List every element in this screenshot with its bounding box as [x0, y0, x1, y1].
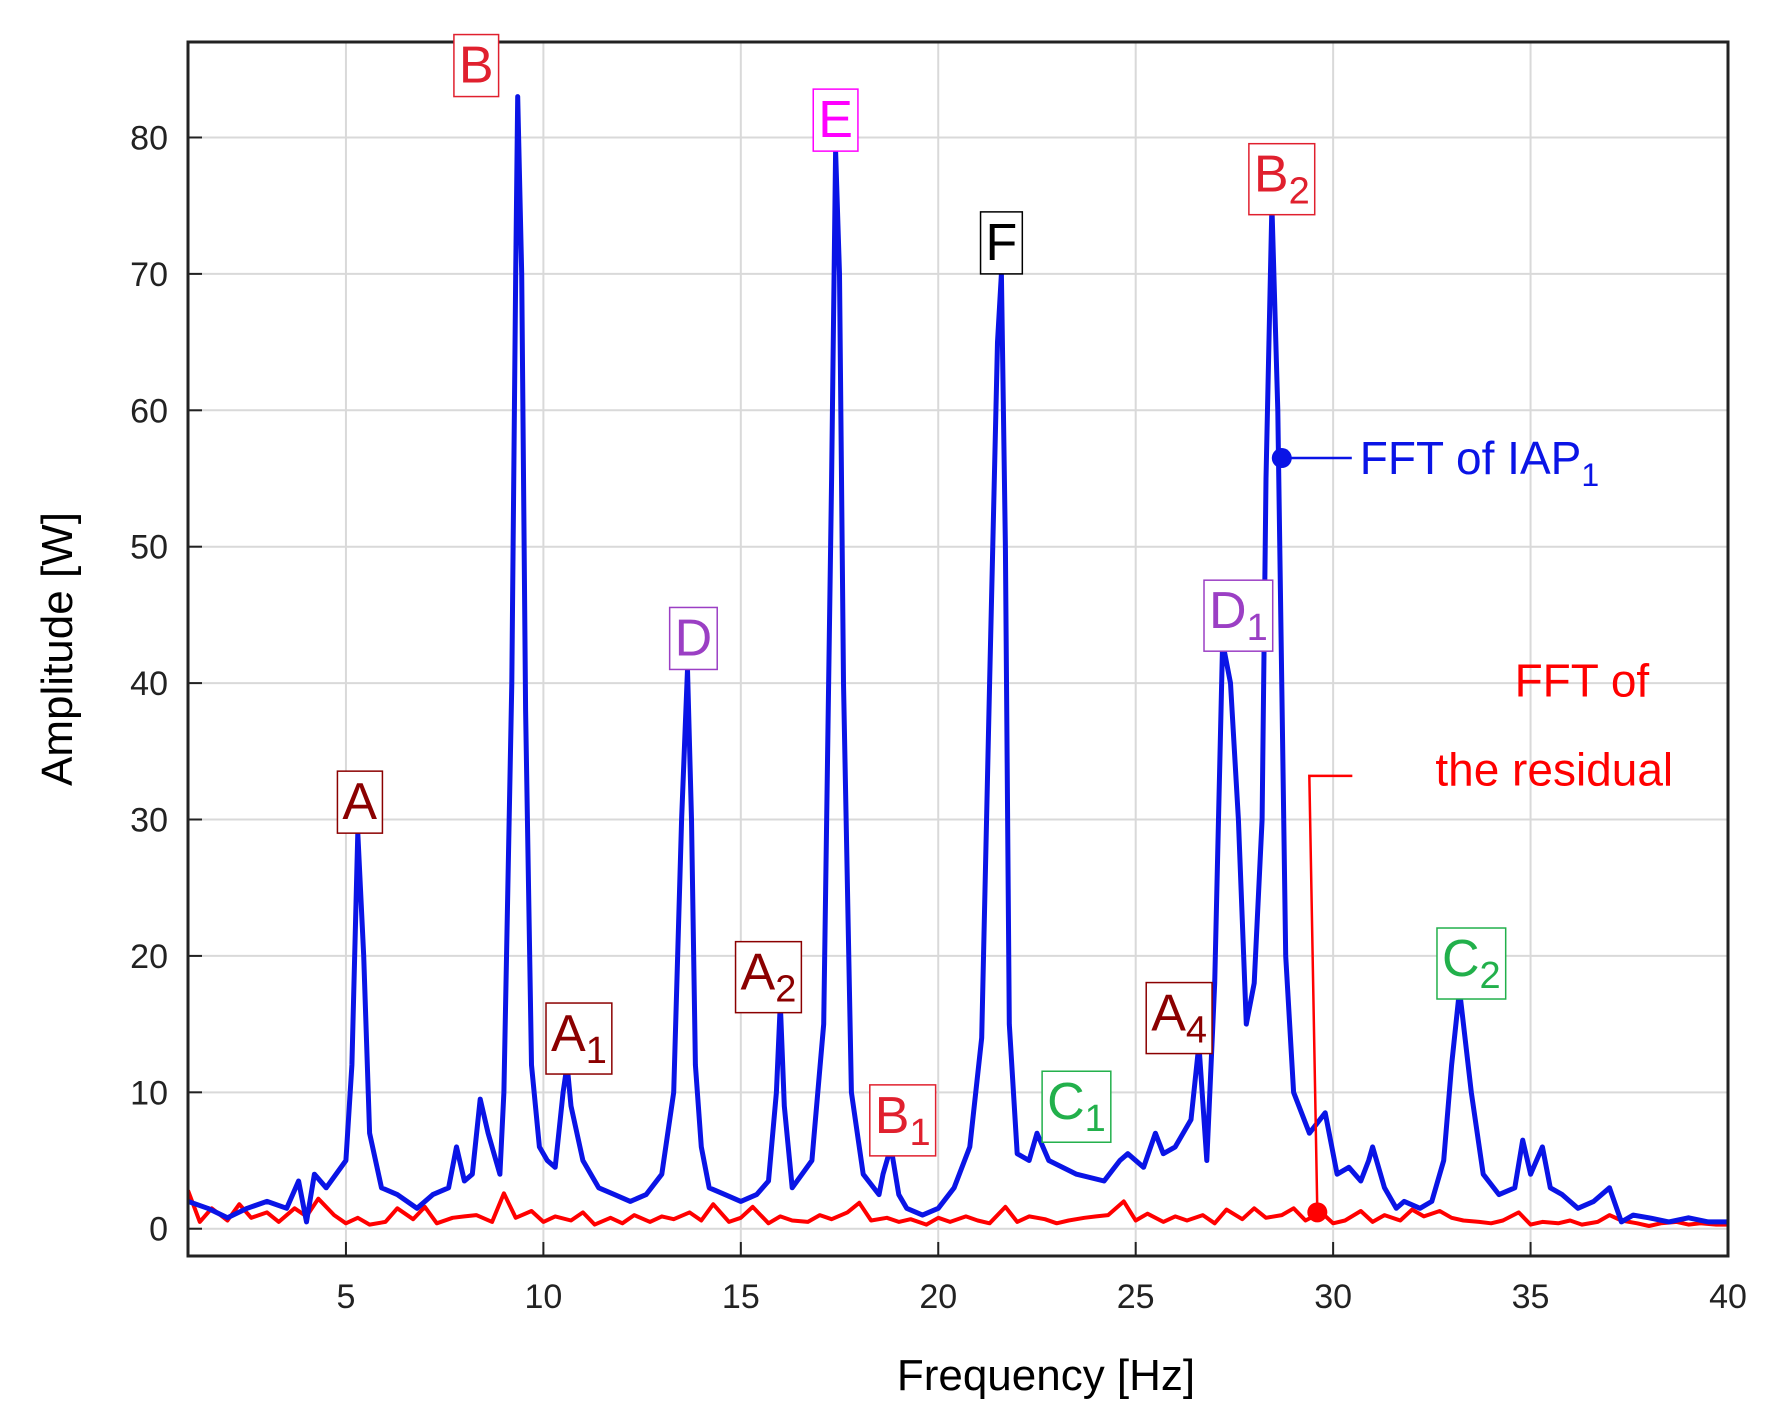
peak-label-main: B	[875, 1087, 910, 1145]
peak-label-main: A	[1151, 985, 1186, 1043]
peak-label-subscript: 1	[1085, 1098, 1106, 1140]
series-label-residual-line1: FFT of	[1515, 655, 1650, 707]
x-tick-label: 40	[1709, 1278, 1747, 1316]
series-label-residual-line2: the residual	[1435, 743, 1673, 795]
peak-label-text: B2	[1254, 146, 1310, 213]
peak-label-subscript: 1	[1247, 607, 1268, 649]
peak-label-box	[1041, 1070, 1112, 1143]
y-tick-label: 0	[149, 1211, 168, 1249]
peak-label-text: B1	[875, 1087, 931, 1154]
y-tick-label: 40	[130, 665, 168, 703]
x-tick-label: 30	[1314, 1278, 1352, 1316]
peak-label: B	[453, 33, 500, 98]
peak-label-main: C	[1047, 1073, 1085, 1131]
peak-label-box	[812, 88, 859, 152]
peak-label-box	[545, 1002, 613, 1075]
peak-label-main: B	[459, 37, 494, 95]
peak-label-box	[668, 606, 718, 671]
y-tick-label: 20	[130, 938, 168, 976]
peak-label-subscript: 4	[1186, 1010, 1207, 1052]
x-axis-title: Frequency [Hz]	[897, 1351, 1195, 1400]
peak-label: A	[336, 770, 384, 834]
peak-label: B2	[1248, 142, 1316, 216]
peak-label-main: C	[1442, 930, 1480, 988]
series-line-fft-residual	[188, 1189, 1728, 1228]
peak-label-box	[734, 940, 803, 1014]
peak-label-box	[869, 1084, 937, 1157]
y-axis-title: Amplitude [W]	[33, 512, 82, 786]
y-tick-label: 30	[130, 802, 168, 840]
peak-label-text: D1	[1209, 582, 1268, 649]
peak-label-main: A	[342, 773, 377, 831]
peak-label-subscript: 2	[1289, 171, 1310, 213]
plot-frame	[186, 40, 1730, 1258]
x-tick-label: 25	[1117, 1278, 1155, 1316]
peak-label-main: A	[741, 944, 776, 1002]
peak-label: A1	[545, 1002, 613, 1075]
peak-label-box	[1145, 981, 1213, 1055]
series-line-fft-iap1	[188, 94, 1728, 1225]
grid	[188, 42, 1729, 1256]
peak-label-main: E	[818, 91, 853, 149]
peak-label-text: C1	[1047, 1073, 1106, 1140]
peak-label: F	[979, 211, 1024, 275]
series-callouts: FFT of IAP1 FFT of the residual	[1271, 432, 1673, 1223]
peak-label: A2	[734, 940, 803, 1014]
y-tick-label: 50	[130, 529, 168, 567]
peak-label-text: F	[986, 214, 1018, 272]
x-tick-label: 5	[336, 1278, 355, 1316]
peak-label-text: A4	[1151, 985, 1207, 1052]
peak-label: C2	[1436, 927, 1507, 1000]
callout-dot-residual	[1307, 1202, 1328, 1223]
y-tick-label: 70	[130, 256, 168, 294]
peak-label-text: D	[675, 609, 713, 667]
x-tick-label: 20	[919, 1278, 957, 1316]
peak-label-box	[1203, 579, 1274, 652]
peak-label-box	[1248, 142, 1316, 216]
peak-label-main: D	[675, 609, 713, 667]
y-tick-label: 80	[130, 119, 168, 157]
peak-label-main: F	[986, 214, 1018, 272]
peak-label-text: C2	[1442, 930, 1501, 997]
series-label-fft-iap1: FFT of IAP1	[1360, 432, 1599, 493]
peak-label-subscript: 2	[1480, 955, 1501, 997]
x-tick-label: 15	[722, 1278, 760, 1316]
peak-label-main: A	[551, 1005, 586, 1063]
peak-label-box	[979, 211, 1024, 275]
y-tick-label: 60	[130, 392, 168, 430]
peak-label: C1	[1041, 1070, 1112, 1143]
peak-label-text: A	[342, 773, 377, 831]
peak-label-text: E	[818, 91, 853, 149]
peak-label: E	[812, 88, 859, 152]
peak-label-box	[1436, 927, 1507, 1000]
callout-dot-iap	[1271, 448, 1292, 469]
x-tick-label: 10	[524, 1278, 562, 1316]
peak-label-text: A2	[741, 944, 797, 1011]
peak-label-main: B	[1254, 146, 1289, 204]
series-layer	[188, 94, 1728, 1228]
peak-label-subscript: 1	[909, 1112, 930, 1154]
peak-label-subscript: 1	[586, 1030, 607, 1072]
peak-label-text: A1	[551, 1005, 607, 1072]
peak-label: B1	[869, 1084, 937, 1157]
peak-label-subscript: 2	[775, 969, 796, 1011]
peak-label: A4	[1145, 981, 1213, 1055]
peak-label-box	[453, 33, 500, 98]
peak-label: D1	[1203, 579, 1274, 652]
callout-line-residual	[1308, 774, 1353, 1213]
peak-label: D	[668, 606, 718, 671]
ticks: 5 10 15 20 25 30 35 40 0 10 20 30 40 50 60 70 80	[130, 119, 1747, 1316]
y-tick-label: 10	[130, 1074, 168, 1112]
x-tick-label: 35	[1512, 1278, 1550, 1316]
peak-label-box	[336, 770, 384, 834]
peak-label-main: D	[1209, 582, 1247, 640]
peak-label-text: B	[459, 37, 494, 95]
